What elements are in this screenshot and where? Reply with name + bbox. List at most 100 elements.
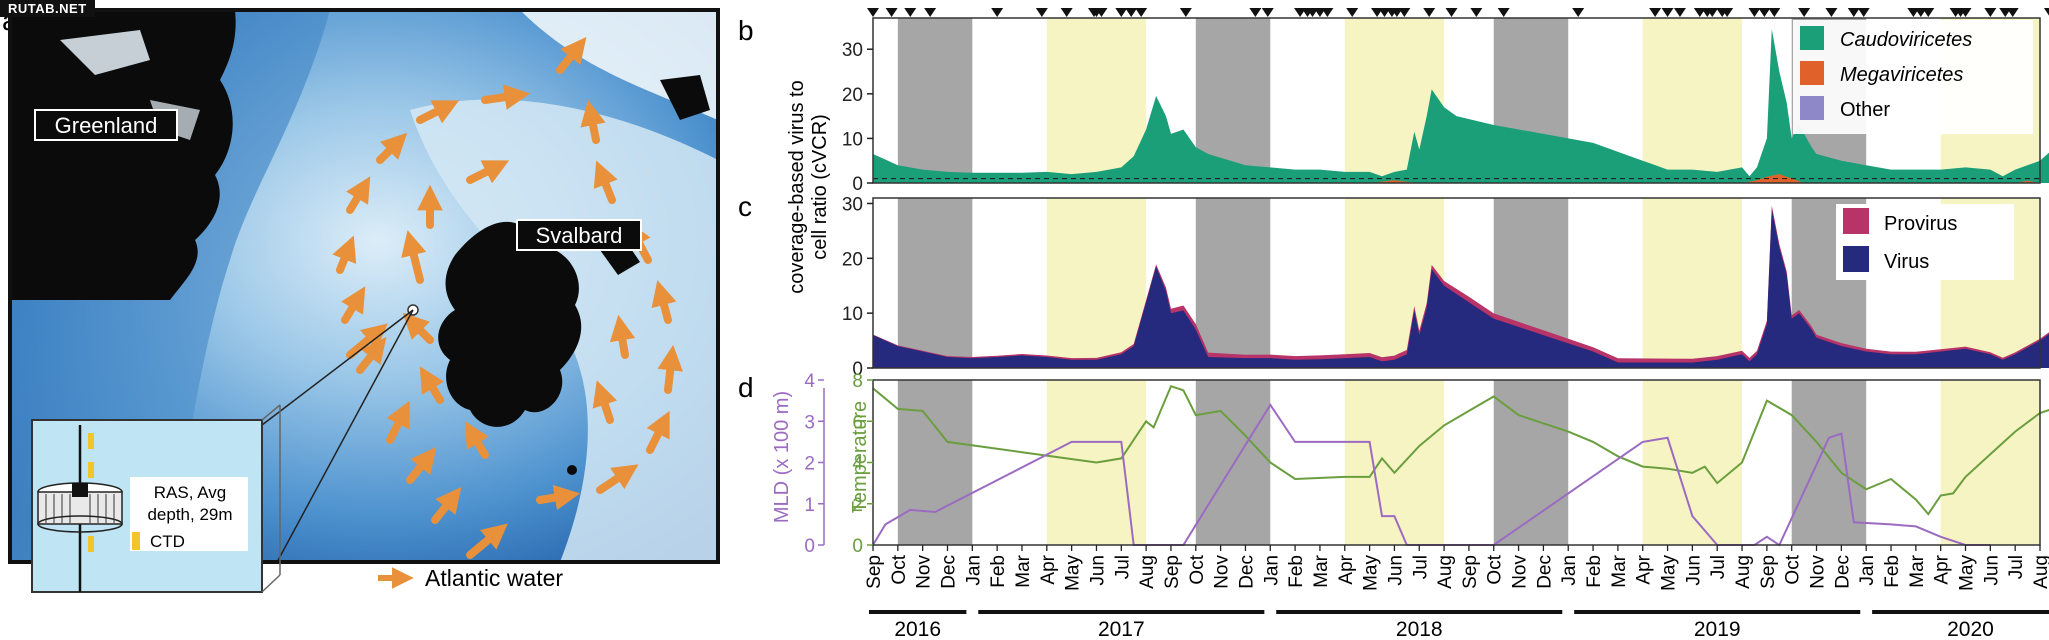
x-tick-label: Feb (988, 555, 1009, 588)
x-tick-label: Aug (1435, 555, 1456, 589)
x-tick-label: Sep (1162, 555, 1183, 589)
sampling-event-marker (1470, 8, 1483, 17)
current-arrow (346, 176, 371, 214)
year-label: 2020 (1947, 618, 1994, 640)
polar-night-band (897, 198, 973, 368)
summer-band (1642, 18, 1743, 183)
chart-c-legend: Provirus Virus (1836, 204, 2014, 280)
current-arrow (646, 410, 670, 454)
legend-label-virus: Virus (1884, 251, 1929, 273)
summer-band (1642, 380, 1743, 545)
x-tick-label: Sep (1758, 555, 1779, 589)
y-tick-label: 30 (842, 194, 863, 215)
x-tick-label: Oct (1485, 554, 1506, 584)
x-tick-label: Mar (1013, 554, 1034, 587)
x-tick-label: Dec (938, 555, 959, 589)
year-label: 2019 (1694, 618, 1741, 640)
summer-band (1046, 198, 1147, 368)
legend-label-caudoviricetes: Caudoviricetes (1840, 29, 1972, 51)
chart-d-ylabel-mld: MLD (x 100 m) (771, 391, 793, 523)
current-arrow (536, 484, 581, 511)
atlantic-water-arrows (332, 37, 683, 559)
current-arrow (592, 380, 618, 424)
current-arrow (651, 280, 677, 324)
ctd-mark (88, 462, 94, 478)
ctd-legend-label: CTD (150, 532, 185, 551)
x-tick-label: Jun (1385, 555, 1406, 586)
current-arrow (346, 323, 388, 359)
inset-label-box (130, 477, 248, 551)
x-tick-label: Jul (2006, 555, 2027, 579)
x-tick-label: Jan (963, 555, 984, 586)
inset-label-line1: RAS, Avg (154, 483, 226, 502)
current-arrow (596, 464, 639, 494)
sampling-event-marker (1706, 8, 1719, 17)
sampling-event-marker (1261, 8, 1274, 17)
legend-label-provirus: Provirus (1884, 213, 1957, 235)
x-tick-label: Aug (1733, 555, 1754, 589)
x-tick-label: Sep (864, 555, 885, 589)
greenland-label-bg (34, 109, 178, 141)
x-tick-label: Jun (1683, 555, 1704, 586)
sampling-event-marker (1346, 8, 1359, 17)
x-tick-label: Jan (1857, 555, 1878, 586)
sampling-event-marker (1135, 8, 1148, 17)
sampling-event-marker (1423, 8, 1436, 17)
sampling-event-marker (1125, 8, 1138, 17)
polar-night-band (1493, 380, 1569, 545)
x-tick-label: Apr (1932, 554, 1953, 584)
x-tick-label: Oct (1783, 554, 1804, 584)
x-tick-label: Dec (1832, 555, 1853, 589)
sampling-event-marker (1572, 8, 1585, 17)
greenland-label-box: Greenland (34, 109, 178, 141)
sampling-event-marker (1398, 8, 1411, 17)
x-tick-label: Dec (1534, 555, 1555, 589)
current-arrow (580, 99, 606, 144)
x-tick-label: May (1659, 555, 1680, 591)
ctd-mark (88, 536, 94, 552)
current-arrow (609, 314, 636, 359)
current-arrow (376, 132, 408, 164)
inset-bevel (261, 574, 281, 593)
x-tick-label: Aug (2031, 555, 2049, 589)
mooring-inset: RAS, Avg depth, 29m CTD (31, 404, 281, 593)
x-tick-label: Aug (1137, 555, 1158, 589)
month-axis: Sep Oct Nov Dec Jan Feb Mar Apr May Jun Jul Aug Sep O… (864, 545, 2049, 640)
ras-sampler-icon (37, 482, 123, 533)
inset-label-line2: depth, 29m (147, 505, 232, 524)
sampling-event-marker (1115, 8, 1128, 17)
svalbard-label-box: Svalbard (516, 219, 642, 251)
sampling-event-marker (1497, 8, 1510, 17)
sampling-event-marker (1984, 8, 1997, 17)
x-tick-label: Apr (1634, 554, 1655, 584)
x-tick-label: Mar (1311, 554, 1332, 587)
current-arrow (419, 366, 444, 404)
sampling-event-marker (1673, 8, 1686, 17)
x-tick-label: Jun (1981, 555, 2002, 586)
sampling-event-marker (2043, 8, 2049, 16)
inset-leader-bottom (276, 309, 414, 562)
x-tick-label: Sep (1460, 555, 1481, 589)
year-label: 2017 (1098, 618, 1145, 640)
current-arrow (556, 37, 587, 74)
polar-night-band (897, 380, 973, 545)
sampling-event-marker (867, 8, 879, 17)
sampling-event-marker (904, 8, 917, 17)
greenland-landmass (10, 10, 236, 300)
sampling-event-marker (1847, 8, 1860, 17)
y-tick-label: 20 (842, 249, 863, 270)
sampling-event-marker (1060, 8, 1073, 17)
x-tick-label: May (1063, 555, 1084, 591)
summer-band (1940, 380, 2040, 545)
current-arrow (466, 523, 508, 559)
series-area-caudoviricetes (873, 29, 2049, 183)
current-arrow (332, 235, 357, 274)
panel-letter-b: b (738, 15, 754, 46)
chart-d-ylabel-temp: Temperature (849, 401, 871, 513)
sampling-event-marker (1922, 8, 1935, 17)
y-tick-label: 2 (852, 495, 863, 516)
x-tick-label: Jul (1410, 555, 1431, 579)
legend-swatch-megaviricetes (1800, 61, 1824, 85)
